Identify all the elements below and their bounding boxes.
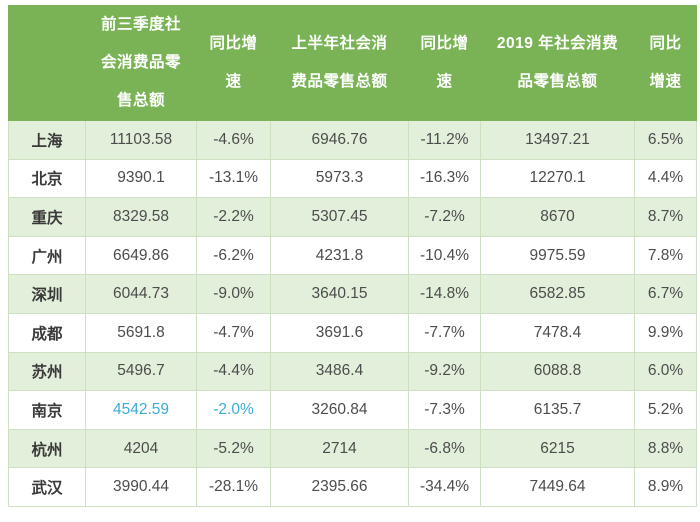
value-cell: -10.4% xyxy=(408,235,481,276)
value-cell: 8.8% xyxy=(634,428,697,469)
value-cell: -4.7% xyxy=(196,312,271,353)
city-cell: 武汉 xyxy=(8,467,86,507)
header-cell-2019-total: 2019 年社会消费 品零售总额 xyxy=(480,5,635,121)
table-row: 广州 6649.86 -6.2% 4231.8 -10.4% 9975.59 7.8% xyxy=(8,235,697,276)
value-cell: -7.7% xyxy=(408,312,481,353)
city-cell: 广州 xyxy=(8,235,86,276)
header-cell-q3-total: 前三季度社 会消费品零 售总额 xyxy=(85,5,197,121)
value-cell: 7449.64 xyxy=(480,467,635,507)
value-cell: -14.8% xyxy=(408,274,481,314)
city-cell: 杭州 xyxy=(8,428,86,469)
value-cell: 8.9% xyxy=(634,467,697,507)
value-cell: 5691.8 xyxy=(85,312,197,353)
value-cell: 6582.85 xyxy=(480,274,635,314)
value-cell: 5496.7 xyxy=(85,351,197,392)
value-cell: 9390.1 xyxy=(85,158,197,199)
city-cell: 深圳 xyxy=(8,274,86,314)
value-cell: -7.2% xyxy=(408,197,481,237)
value-cell: -16.3% xyxy=(408,158,481,199)
value-cell: 9.9% xyxy=(634,312,697,353)
city-cell: 成都 xyxy=(8,312,86,353)
table-row: 上海 11103.58 -4.6% 6946.76 -11.2% 13497.21 6.5% xyxy=(8,120,697,160)
value-cell: -2.0% xyxy=(196,390,271,430)
table-row: 南京 4542.59 -2.0% 3260.84 -7.3% 6135.7 5.2% xyxy=(8,390,697,430)
header-cell-h1-total: 上半年社会消 费品零售总额 xyxy=(270,5,409,121)
table-row: 北京 9390.1 -13.1% 5973.3 -16.3% 12270.1 4.4% xyxy=(8,158,697,199)
value-cell: 6088.8 xyxy=(480,351,635,392)
table-row: 深圳 6044.73 -9.0% 3640.15 -14.8% 6582.85 6.7% xyxy=(8,274,697,314)
value-cell: -13.1% xyxy=(196,158,271,199)
value-cell: 7.8% xyxy=(634,235,697,276)
header-cell-h1-yoy: 同比增 速 xyxy=(408,5,481,121)
value-cell: 8329.58 xyxy=(85,197,197,237)
city-cell: 重庆 xyxy=(8,197,86,237)
header-row: 前三季度社 会消费品零 售总额 同比增 速 上半年社会消 费品零售总额 同比增 … xyxy=(8,5,697,121)
value-cell: 6.5% xyxy=(634,120,697,160)
value-cell: -9.0% xyxy=(196,274,271,314)
value-cell: 6044.73 xyxy=(85,274,197,314)
value-cell: -34.4% xyxy=(408,467,481,507)
table-row: 重庆 8329.58 -2.2% 5307.45 -7.2% 8670 8.7% xyxy=(8,197,697,237)
value-cell: -9.2% xyxy=(408,351,481,392)
value-cell: 8.7% xyxy=(634,197,697,237)
value-cell: 6135.7 xyxy=(480,390,635,430)
table-body: 上海 11103.58 -4.6% 6946.76 -11.2% 13497.21 6.5%… xyxy=(8,120,697,507)
header-cell-2019-yoy: 同比 增速 xyxy=(634,5,697,121)
value-cell: -2.2% xyxy=(196,197,271,237)
value-cell: -5.2% xyxy=(196,428,271,469)
value-cell: -4.4% xyxy=(196,351,271,392)
value-cell: 5307.45 xyxy=(270,197,409,237)
value-cell: 3990.44 xyxy=(85,467,197,507)
table-header: 前三季度社 会消费品零 售总额 同比增 速 上半年社会消 费品零售总额 同比增 … xyxy=(8,5,697,121)
header-cell-q3-yoy: 同比增 速 xyxy=(196,5,271,121)
value-cell: 3260.84 xyxy=(270,390,409,430)
value-cell: 6215 xyxy=(480,428,635,469)
value-cell: 5.2% xyxy=(634,390,697,430)
table-row: 苏州 5496.7 -4.4% 3486.4 -9.2% 6088.8 6.0% xyxy=(8,351,697,392)
value-cell: -6.8% xyxy=(408,428,481,469)
value-cell: 2395.66 xyxy=(270,467,409,507)
value-cell: 3640.15 xyxy=(270,274,409,314)
value-cell: 13497.21 xyxy=(480,120,635,160)
value-cell: -6.2% xyxy=(196,235,271,276)
value-cell: 6649.86 xyxy=(85,235,197,276)
table-row: 武汉 3990.44 -28.1% 2395.66 -34.4% 7449.64 8.9% xyxy=(8,467,697,507)
value-cell: 7478.4 xyxy=(480,312,635,353)
header-cell-city xyxy=(8,5,86,121)
value-cell: -4.6% xyxy=(196,120,271,160)
retail-sales-table: 前三季度社 会消费品零 售总额 同比增 速 上半年社会消 费品零售总额 同比增 … xyxy=(8,5,697,507)
value-cell: 11103.58 xyxy=(85,120,197,160)
value-cell: 6.0% xyxy=(634,351,697,392)
value-cell: 6.7% xyxy=(634,274,697,314)
value-cell: -7.3% xyxy=(408,390,481,430)
value-cell: 8670 xyxy=(480,197,635,237)
value-cell: 4.4% xyxy=(634,158,697,199)
retail-sales-table-container: 前三季度社 会消费品零 售总额 同比增 速 上半年社会消 费品零售总额 同比增 … xyxy=(8,5,697,507)
value-cell: 4231.8 xyxy=(270,235,409,276)
city-cell: 苏州 xyxy=(8,351,86,392)
value-cell: 2714 xyxy=(270,428,409,469)
value-cell: 4204 xyxy=(85,428,197,469)
value-cell: 5973.3 xyxy=(270,158,409,199)
value-cell: 3486.4 xyxy=(270,351,409,392)
value-cell: 9975.59 xyxy=(480,235,635,276)
value-cell: 6946.76 xyxy=(270,120,409,160)
value-cell: 12270.1 xyxy=(480,158,635,199)
city-cell: 上海 xyxy=(8,120,86,160)
city-cell: 北京 xyxy=(8,158,86,199)
value-cell: -28.1% xyxy=(196,467,271,507)
value-cell: 3691.6 xyxy=(270,312,409,353)
table-row: 成都 5691.8 -4.7% 3691.6 -7.7% 7478.4 9.9% xyxy=(8,312,697,353)
table-row: 杭州 4204 -5.2% 2714 -6.8% 6215 8.8% xyxy=(8,428,697,469)
city-cell: 南京 xyxy=(8,390,86,430)
value-cell: -11.2% xyxy=(408,120,481,160)
value-cell: 4542.59 xyxy=(85,390,197,430)
